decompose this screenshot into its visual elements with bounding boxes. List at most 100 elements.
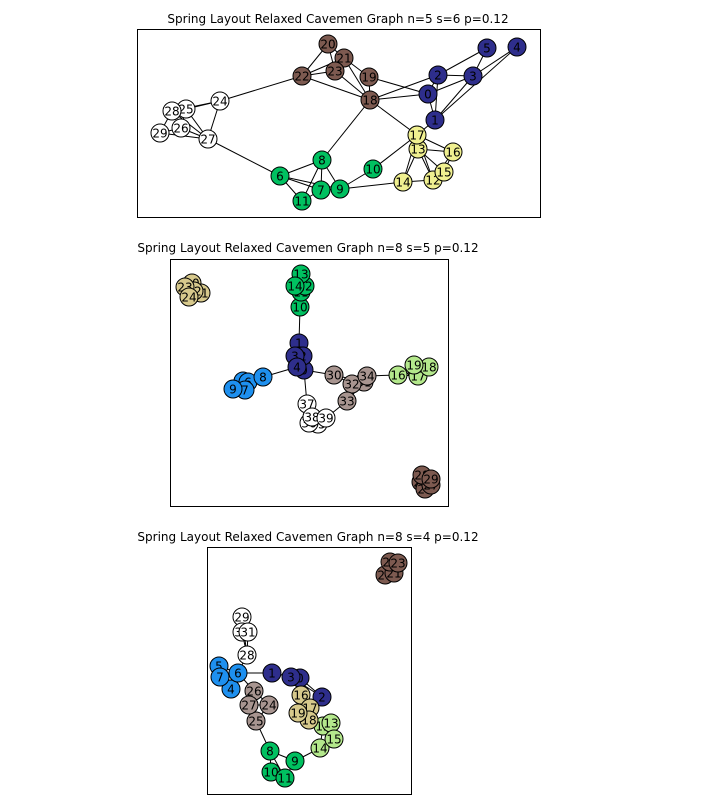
node-label: 10 <box>292 301 307 315</box>
node-22: 22 <box>292 66 312 86</box>
node-label: 27 <box>200 133 215 147</box>
node-label: 0 <box>424 88 432 102</box>
node-label: 3 <box>291 350 299 364</box>
node-6: 6 <box>228 663 248 683</box>
node-29: 29 <box>421 469 441 489</box>
node-label: 29 <box>423 473 438 487</box>
node-label: 4 <box>293 361 301 375</box>
node-18: 18 <box>360 90 380 110</box>
node-label: 10 <box>365 163 380 177</box>
node-3: 3 <box>281 667 301 687</box>
node-26: 26 <box>171 118 191 138</box>
node-circle <box>337 391 357 411</box>
chart-3-nodes: 0123456789101112131415161718192021222324… <box>209 552 408 788</box>
node-label: 29 <box>234 611 249 625</box>
node-label: 8 <box>318 154 326 168</box>
panel-2: Spring Layout Relaxed Cavemen Graph n=8 … <box>137 241 479 507</box>
edge-18-17 <box>369 99 418 136</box>
node-10: 10 <box>290 297 310 317</box>
node-circle <box>330 179 350 199</box>
node-label: 29 <box>152 127 167 141</box>
node-7: 7 <box>311 180 331 200</box>
node-circle <box>407 125 427 145</box>
node-circle <box>360 90 380 110</box>
node-13: 13 <box>321 713 341 733</box>
node-16: 16 <box>443 142 463 162</box>
node-20: 20 <box>318 34 338 54</box>
node-9: 9 <box>330 179 350 199</box>
node-label: 19 <box>290 707 305 721</box>
edge-19-0 <box>368 76 429 95</box>
node-circle <box>270 166 290 186</box>
node-label: 33 <box>339 395 354 409</box>
node-2: 2 <box>428 65 448 85</box>
node-circle <box>312 150 332 170</box>
node-circle <box>477 38 497 58</box>
node-8: 8 <box>260 741 280 761</box>
node-label: 38 <box>304 411 319 425</box>
node-14: 14 <box>393 172 413 192</box>
edge-6-27 <box>207 138 281 177</box>
node-circle <box>275 768 295 788</box>
node-label: 39 <box>318 412 333 426</box>
node-circle <box>421 469 441 489</box>
node-33: 33 <box>337 391 357 411</box>
node-circle <box>311 180 331 200</box>
node-label: 1 <box>295 337 303 351</box>
node-label: 18 <box>362 94 377 108</box>
node-label: 5 <box>215 660 223 674</box>
node-circle <box>210 667 230 687</box>
node-label: 7 <box>216 671 224 685</box>
node-label: 14 <box>395 176 410 190</box>
node-31: 31 <box>238 622 258 642</box>
node-label: 14 <box>312 742 327 756</box>
node-4: 4 <box>507 37 527 57</box>
node-circle <box>285 276 305 296</box>
node-19: 19 <box>359 67 379 87</box>
node-label: 15 <box>436 166 451 180</box>
node-label: 20 <box>320 38 335 52</box>
node-label: 32 <box>344 378 359 392</box>
node-label: 5 <box>483 42 491 56</box>
node-14: 14 <box>310 738 330 758</box>
node-label: 2 <box>318 691 326 705</box>
node-label: 16 <box>445 146 460 160</box>
node-label: 17 <box>409 129 424 143</box>
node-28: 28 <box>162 101 182 121</box>
node-label: 1 <box>268 667 276 681</box>
node-circle <box>324 729 344 749</box>
node-label: 21 <box>336 52 351 66</box>
node-circle <box>357 366 377 386</box>
node-label: 16 <box>390 369 405 383</box>
edge-6-9 <box>279 175 341 190</box>
node-34: 34 <box>357 366 377 386</box>
node-label: 4 <box>513 41 521 55</box>
node-15: 15 <box>434 162 454 182</box>
node-circle <box>162 101 182 121</box>
node-1: 1 <box>262 663 282 683</box>
edge-1-3 <box>434 75 474 121</box>
node-label: 18 <box>421 361 436 375</box>
node-8: 8 <box>312 150 332 170</box>
node-11: 11 <box>275 768 295 788</box>
node-label: 26 <box>173 122 188 136</box>
node-circle <box>443 142 463 162</box>
node-30: 30 <box>324 365 344 385</box>
node-4: 4 <box>287 357 307 377</box>
edge-9-14 <box>339 181 404 190</box>
node-circle <box>179 287 199 307</box>
node-label: 3 <box>469 70 477 84</box>
node-label: 6 <box>234 667 242 681</box>
chart-1-title: Spring Layout Relaxed Cavemen Graph n=5 … <box>167 12 508 26</box>
node-label: 24 <box>212 95 227 109</box>
node-19: 19 <box>404 355 424 375</box>
node-circle <box>210 91 230 111</box>
node-15: 15 <box>324 729 344 749</box>
node-circle <box>223 379 243 399</box>
node-circle <box>238 622 258 642</box>
node-label: 4 <box>227 683 235 697</box>
node-9: 9 <box>223 379 243 399</box>
node-circle <box>507 37 527 57</box>
chart-2-title: Spring Layout Relaxed Cavemen Graph n=8 … <box>137 241 478 255</box>
